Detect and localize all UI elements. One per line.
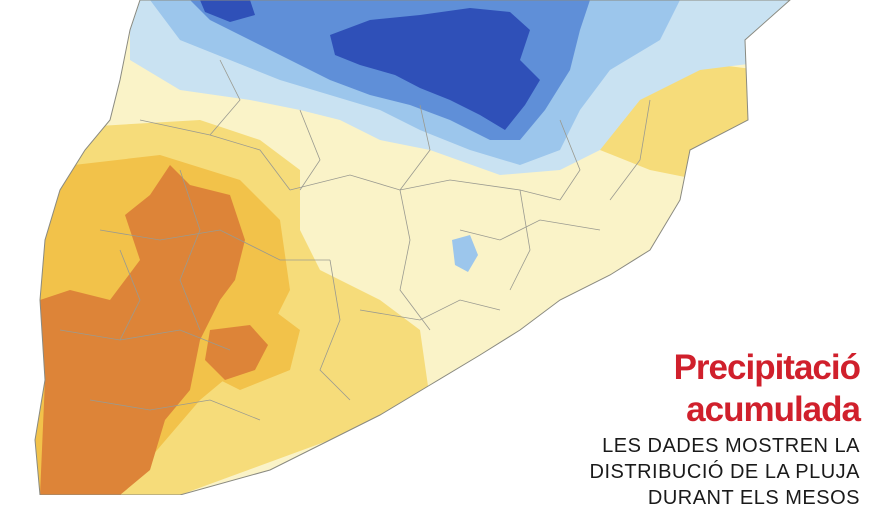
zone-very-dry-central <box>205 325 268 380</box>
map-subtitle-line1: LES DADES MOSTREN LA <box>602 435 860 457</box>
map-title-line1: Precipitació <box>673 348 861 387</box>
precipitation-map <box>34 0 791 495</box>
zone-very-dry <box>40 165 245 495</box>
comarca-borders <box>59 59 651 421</box>
zone-very-wet <box>330 8 540 130</box>
zone-very-wet-west <box>200 0 255 22</box>
zone-wet-spot <box>452 235 478 272</box>
map-subtitle-line3: DURANT ELS MESOS <box>647 487 860 509</box>
map-title-line2: acumulada <box>686 390 861 429</box>
map-subtitle-line2: DISTRIBUCIÓ DE LA PLUJA <box>589 461 860 483</box>
